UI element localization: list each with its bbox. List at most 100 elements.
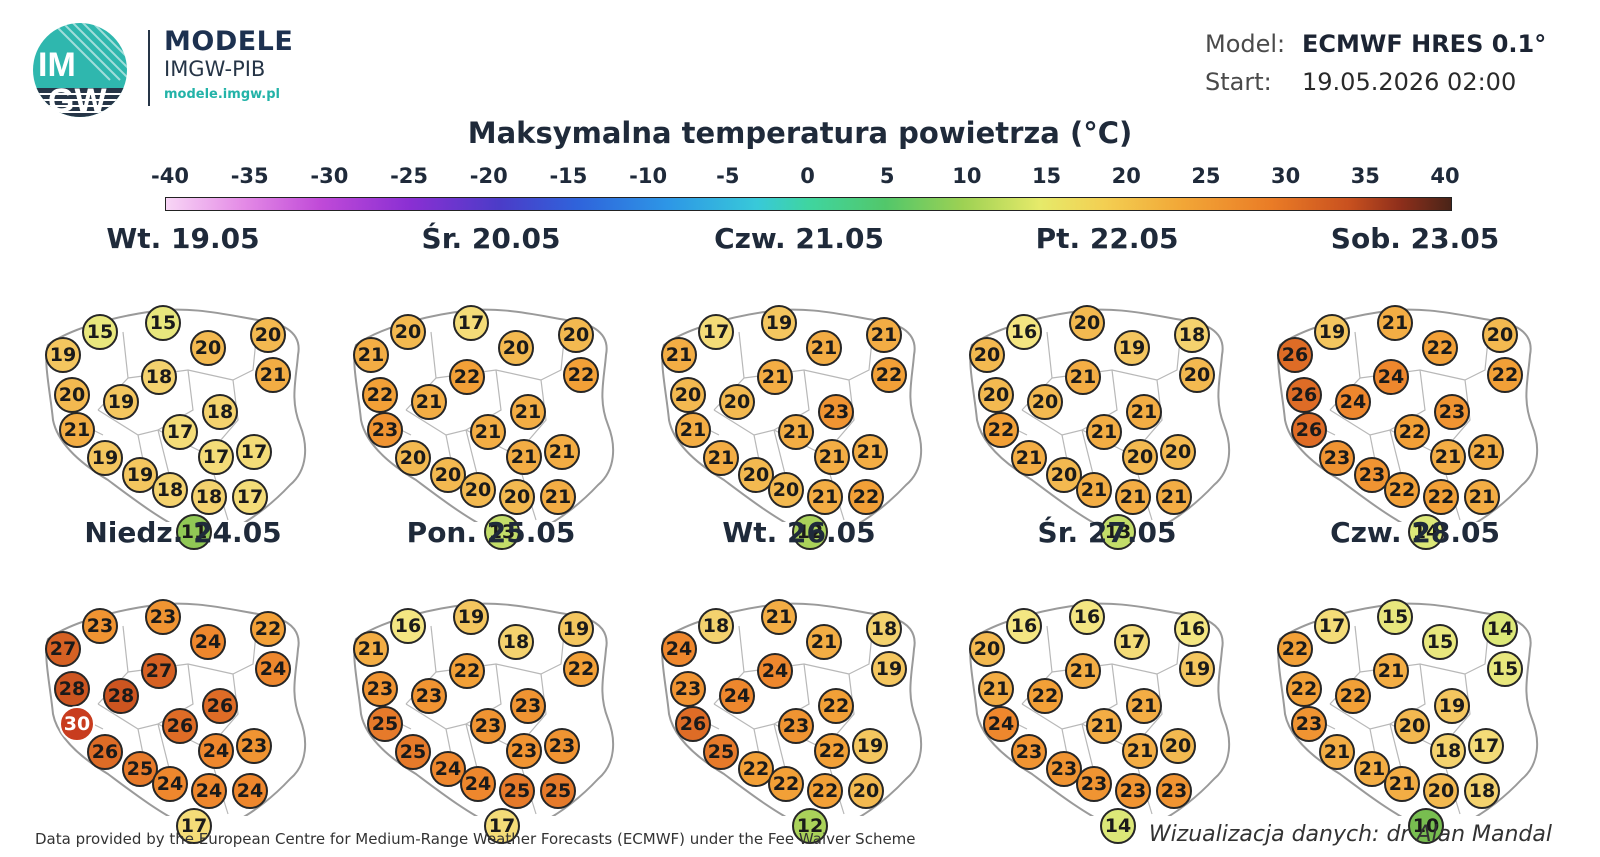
temperature-marker: 23 <box>470 708 506 744</box>
temperature-marker: 21 <box>778 414 814 450</box>
temperature-marker: 21 <box>544 434 580 470</box>
temperature-marker: 17 <box>176 808 212 844</box>
temperature-marker: 20 <box>1423 773 1459 809</box>
start-label: Start: <box>1205 68 1272 96</box>
temperature-marker: 24 <box>719 678 755 714</box>
model-value: ECMWF HRES 0.1° <box>1302 30 1547 58</box>
temperature-marker: 23 <box>145 599 181 635</box>
temperature-marker: 23 <box>362 671 398 707</box>
temperature-marker: 30 <box>59 706 95 742</box>
temperature-colorbar <box>165 197 1452 211</box>
temperature-marker: 20 <box>1069 305 1105 341</box>
temperature-marker: 20 <box>498 330 534 366</box>
temperature-marker: 17 <box>198 439 234 475</box>
temperature-marker: 26 <box>675 706 711 742</box>
temperature-marker: 19 <box>1314 314 1350 350</box>
temperature-marker: 21 <box>353 631 389 667</box>
temperature-marker: 21 <box>761 599 797 635</box>
scale-tick-label: -20 <box>469 164 508 188</box>
temperature-marker: 21 <box>1373 653 1409 689</box>
logo-text-bottom: GW <box>48 82 107 120</box>
temperature-marker: 24 <box>661 631 697 667</box>
temperature-marker: 20 <box>1482 317 1518 353</box>
temperature-marker: 21 <box>1319 734 1355 770</box>
temperature-marker: 24 <box>190 624 226 660</box>
forecast-panel: Sob. 23.05 19 21 26 22 20 24 22 26 24 23 26 22 21 23 21… <box>1260 222 1570 550</box>
temperature-marker: 20 <box>250 317 286 353</box>
temperature-marker: 23 <box>670 671 706 707</box>
temperature-marker: 19 <box>871 651 907 687</box>
temperature-marker: 15 <box>82 314 118 350</box>
start-value: 19.05.2026 02:00 <box>1302 68 1517 96</box>
temperature-marker: 23 <box>236 728 272 764</box>
temperature-marker: 24 <box>198 733 234 769</box>
temperature-marker: 26 <box>1291 412 1327 448</box>
temperature-marker: 20 <box>1179 357 1215 393</box>
temperature-marker: 18 <box>1430 733 1466 769</box>
temperature-marker: 17 <box>1468 728 1504 764</box>
temperature-marker: 23 <box>1011 734 1047 770</box>
panel-date: Wt. 19.05 <box>106 222 260 255</box>
temperature-marker: 20 <box>768 472 804 508</box>
temperature-marker: 14 <box>1100 808 1136 844</box>
temperature-marker: 17 <box>236 434 272 470</box>
temperature-marker: 19 <box>761 305 797 341</box>
temperature-marker: 20 <box>1027 384 1063 420</box>
scale-tick-label: 30 <box>1271 164 1301 188</box>
temperature-marker: 21 <box>1115 479 1151 515</box>
temperature-marker: 26 <box>162 708 198 744</box>
temperature-marker: 19 <box>87 440 123 476</box>
temperature-marker: 22 <box>1487 357 1523 393</box>
temperature-marker: 16 <box>390 608 426 644</box>
scale-tick-label: 40 <box>1430 164 1460 188</box>
temperature-marker: 15 <box>1487 651 1523 687</box>
scale-tick-label: 0 <box>800 164 815 188</box>
temperature-marker: 12 <box>792 808 828 844</box>
temperature-marker: 23 <box>818 394 854 430</box>
temperature-marker: 21 <box>675 412 711 448</box>
temperature-marker: 24 <box>232 773 268 809</box>
temperature-marker: 21 <box>470 414 506 450</box>
temperature-marker: 20 <box>1160 434 1196 470</box>
scale-tick-label: 5 <box>879 164 895 188</box>
logo-text-top: IM <box>38 46 76 84</box>
temperature-marker: 26 <box>202 688 238 724</box>
temperature-marker: 20 <box>1122 439 1158 475</box>
temperature-marker: 22 <box>814 733 850 769</box>
temperature-marker: 21 <box>703 440 739 476</box>
temperature-marker: 15 <box>1422 624 1458 660</box>
temperature-marker: 21 <box>806 624 842 660</box>
temperature-marker: 23 <box>1319 440 1355 476</box>
panel-date: Sob. 23.05 <box>1330 222 1500 255</box>
temperature-marker: 21 <box>59 412 95 448</box>
temperature-marker: 24 <box>152 766 188 802</box>
forecast-panel: Wt. 26.05 18 21 24 21 18 24 19 23 24 22 26 23 22 25 19 2… <box>644 516 954 844</box>
temperature-marker: 23 <box>1434 394 1470 430</box>
temperature-marker: 20 <box>719 384 755 420</box>
temperature-marker: 23 <box>778 708 814 744</box>
temperature-marker: 18 <box>191 479 227 515</box>
panel-date: Pon. 25.05 <box>406 516 576 549</box>
temperature-marker: 24 <box>460 766 496 802</box>
temperature-marker: 21 <box>757 359 793 395</box>
temperature-marker: 10 <box>1408 808 1444 844</box>
temperature-marker: 21 <box>978 671 1014 707</box>
temperature-marker: 22 <box>563 357 599 393</box>
temperature-marker: 17 <box>1314 608 1350 644</box>
forecast-panel: Śr. 20.05 20 17 21 20 20 22 22 22 21 21 23 21 21 20 21 2… <box>336 222 646 550</box>
temperature-marker: 21 <box>353 337 389 373</box>
temperature-marker: 16 <box>1006 608 1042 644</box>
temperature-marker: 21 <box>1126 688 1162 724</box>
temperature-marker: 21 <box>1065 653 1101 689</box>
temperature-marker: 25 <box>499 773 535 809</box>
temperature-marker: 23 <box>1076 766 1112 802</box>
temperature-marker: 22 <box>983 412 1019 448</box>
temperature-marker: 23 <box>411 678 447 714</box>
temperature-marker: 24 <box>983 706 1019 742</box>
brand-url[interactable]: modele.imgw.pl <box>164 87 280 102</box>
panel-date: Niedz. 24.05 <box>84 516 282 549</box>
temperature-marker: 21 <box>807 479 843 515</box>
temperature-marker: 21 <box>1065 359 1101 395</box>
temperature-marker: 18 <box>152 472 188 508</box>
temperature-marker: 22 <box>449 359 485 395</box>
